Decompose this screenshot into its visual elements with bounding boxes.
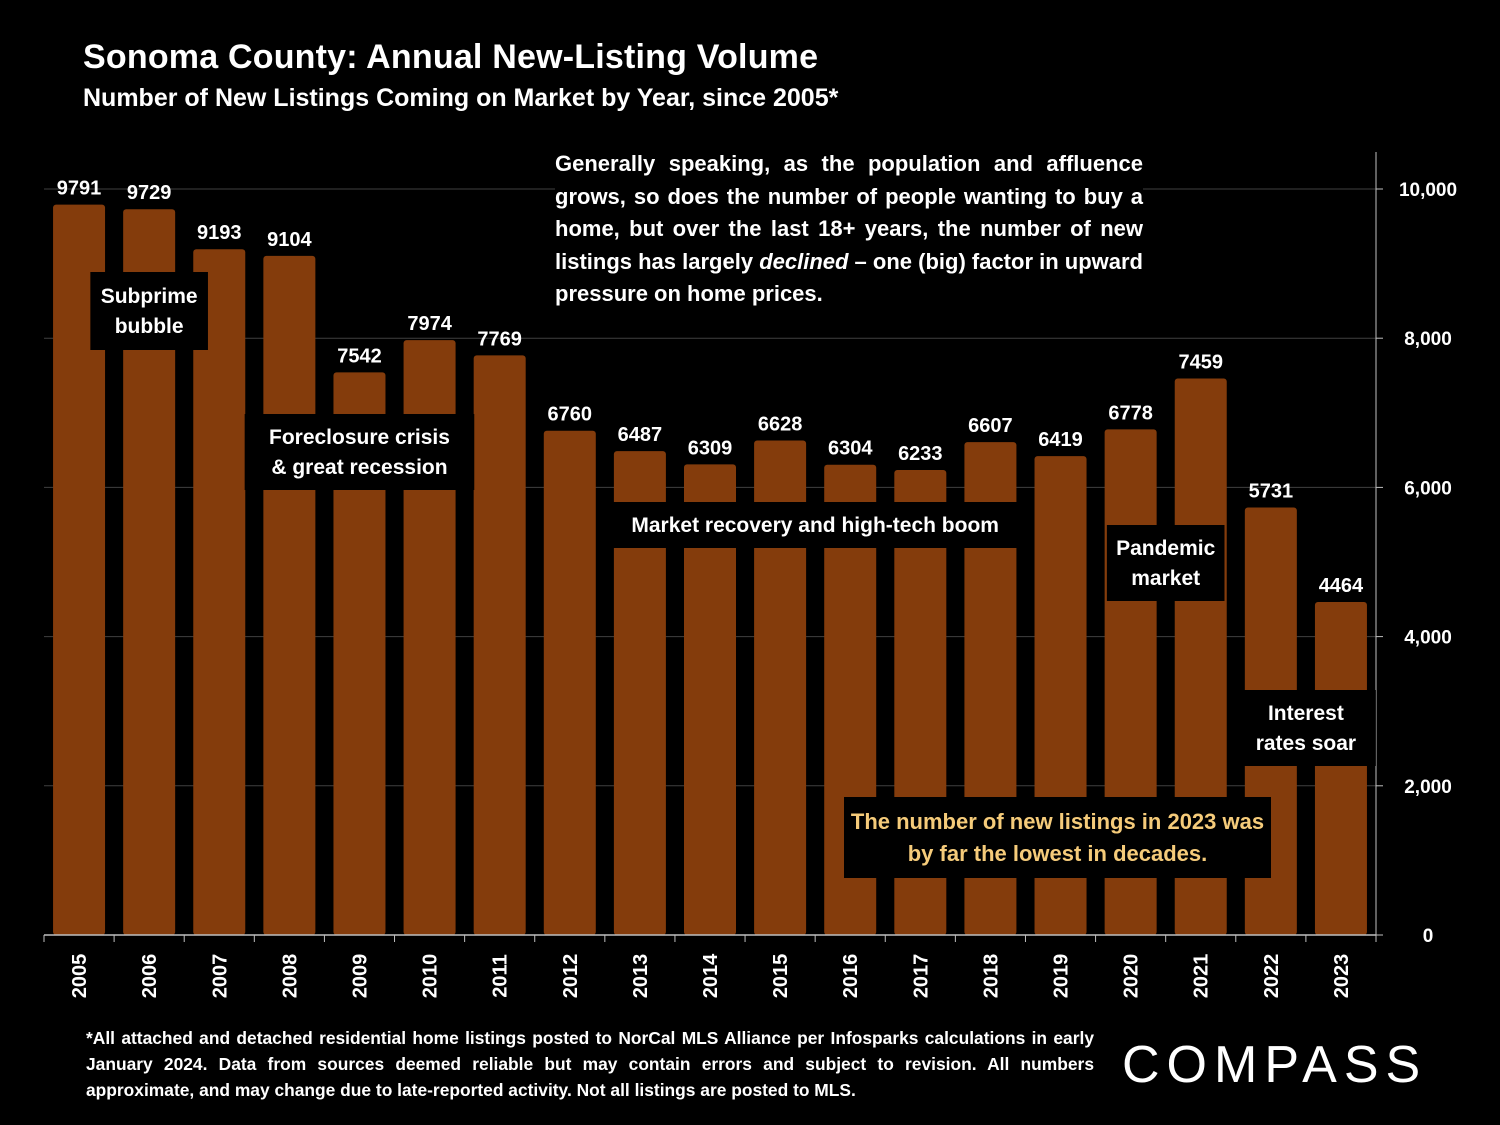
data-label: 9729 — [127, 182, 172, 204]
bar — [1314, 601, 1367, 935]
annotation-text: Interest — [1268, 702, 1344, 725]
page-subtitle: Number of New Listings Coming on Market … — [83, 84, 839, 112]
x-tick-label: 2008 — [279, 954, 301, 999]
x-tick-label: 2007 — [209, 954, 231, 999]
value-labels: 9791 9729 9193 9104 7542 7974 7769 6760 6487 6309… — [57, 178, 1364, 597]
bar — [333, 372, 386, 935]
x-tick-label: 2014 — [700, 953, 722, 998]
bar — [193, 249, 246, 935]
bar — [543, 430, 596, 935]
page-title: Sonoma County: Annual New-Listing Volume — [83, 38, 819, 76]
annotation-text: market — [1131, 567, 1200, 590]
data-label: 9791 — [57, 178, 102, 200]
data-label: 9104 — [267, 229, 312, 251]
data-label: 6304 — [828, 438, 873, 460]
annotation-box — [1106, 525, 1225, 601]
data-label: 7974 — [407, 313, 452, 335]
intro-note: Generally speaking, as the population an… — [555, 148, 1143, 311]
y-tick-label: 4,000 — [1404, 628, 1452, 649]
y-tick-label: 10,000 — [1399, 180, 1457, 201]
data-label: 6419 — [1038, 429, 1083, 451]
highlight-note: The number of new listings in 2023 was b… — [844, 797, 1271, 878]
data-label: 6607 — [968, 415, 1013, 437]
annotation-text: bubble — [115, 315, 184, 338]
x-tick-label: 2022 — [1261, 954, 1283, 999]
x-tick-label: 2020 — [1121, 954, 1143, 999]
y-tick-label: 2,000 — [1404, 777, 1452, 798]
intro-note-text: Generally speaking, as the population an… — [555, 151, 1143, 274]
bar — [754, 440, 807, 935]
intro-note-text-end: – one (big) factor in upward pressure on… — [555, 248, 1143, 307]
bar — [613, 451, 666, 935]
bar — [684, 464, 736, 935]
bar — [123, 209, 176, 935]
data-label: 6309 — [688, 437, 733, 459]
x-tick-label: 2009 — [349, 954, 371, 999]
annotation-text: Market recovery and high-tech boom — [631, 514, 999, 537]
data-label: 6760 — [548, 404, 593, 426]
x-tick-label: 2017 — [910, 954, 932, 999]
annotation-text: & great recession — [271, 456, 447, 479]
annotation-text: Foreclosure crisis — [269, 426, 450, 449]
y-tick-label: 6,000 — [1404, 478, 1452, 499]
x-tick-label: 2023 — [1331, 954, 1353, 999]
x-tick-label: 2005 — [69, 954, 91, 999]
data-label: 9193 — [197, 222, 242, 244]
annotation-text: Subprime — [101, 285, 198, 308]
bar — [53, 204, 106, 935]
axes: 0 2,000 4,000 6,000 8,000 10,000 2005 2006 2007 2… — [43, 152, 1457, 999]
annotation-box — [244, 414, 475, 490]
data-label: 4464 — [1319, 575, 1364, 597]
annotations: Subprime bubble Foreclosure crisis & great … — [90, 272, 1376, 766]
x-tick-label: 2010 — [420, 954, 442, 999]
x-tick-label: 2012 — [560, 954, 582, 999]
x-tick-label: 2021 — [1191, 954, 1213, 999]
data-label: 6628 — [758, 414, 803, 436]
data-label: 6487 — [618, 424, 663, 446]
compass-logo: COMPASS — [1122, 1036, 1428, 1094]
bar — [263, 255, 316, 935]
bar — [1174, 378, 1227, 935]
x-tick-label: 2018 — [980, 954, 1002, 999]
x-tick-label: 2011 — [490, 954, 512, 997]
y-tick-label: 0 — [1423, 926, 1434, 947]
footnote: *All attached and detached residential h… — [86, 1028, 1094, 1100]
data-label: 7769 — [477, 328, 522, 350]
data-label: 6778 — [1108, 402, 1153, 424]
bar — [473, 355, 526, 935]
data-label: 7542 — [337, 345, 382, 367]
annotation-box — [1235, 690, 1376, 766]
data-label: 6233 — [898, 443, 943, 465]
annotation-text: rates soar — [1256, 732, 1356, 755]
x-tick-label: 2016 — [840, 954, 862, 999]
annotation-text: Pandemic — [1116, 537, 1216, 560]
bars — [53, 204, 1367, 935]
annotation-box — [610, 502, 1020, 548]
data-label: 7459 — [1178, 352, 1223, 374]
x-tick-label: 2015 — [770, 954, 792, 999]
x-tick-label: 2006 — [139, 954, 161, 999]
y-tick-label: 8,000 — [1404, 329, 1452, 350]
data-label: 5731 — [1249, 480, 1294, 502]
intro-note-emphasis: declined — [759, 248, 849, 274]
x-tick-label: 2013 — [630, 954, 652, 999]
x-tick-label: 2019 — [1051, 954, 1073, 999]
annotation-box — [90, 272, 208, 350]
